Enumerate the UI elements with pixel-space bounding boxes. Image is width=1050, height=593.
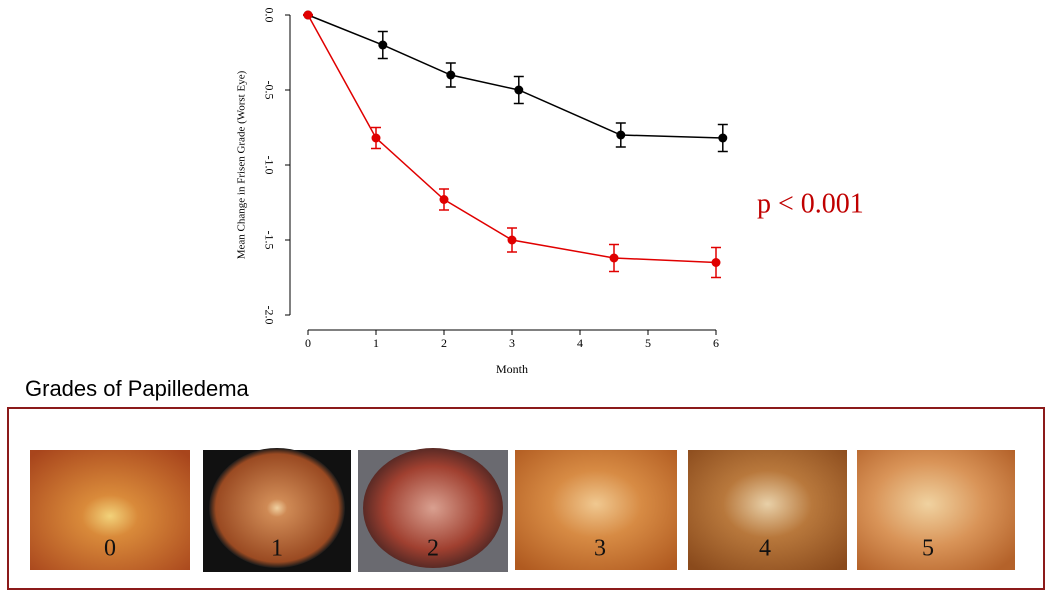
x-tick-label: 6 [713,336,719,350]
x-tick-label: 0 [305,336,311,350]
grade-label: 3 [594,536,606,562]
y-tick-label: -2.0 [262,306,276,325]
series-line [307,14,717,264]
fundus-image [363,448,503,568]
series-line [307,14,723,139]
data-point [718,133,728,143]
grade-label: 1 [271,536,283,562]
plot: 0.0 -0.5 -1.0 -1.5 -2.0 0 1 2 3 4 5 6 Month Mean Chan… [236,8,864,376]
grade-label: 0 [104,536,116,562]
grade-label: 2 [427,536,439,562]
data-point [303,10,313,20]
x-tick-label: 4 [577,336,583,350]
data-point [711,258,721,267]
y-tick-label: -1.5 [262,231,276,250]
data-point [439,195,449,204]
panel-title: Grades of Papilledema [25,376,250,401]
data-point [514,85,524,95]
y-tick-label: -1.0 [262,156,276,175]
x-tick-label: 5 [645,336,651,350]
x-tick-label: 2 [441,336,447,350]
fundus-image [209,448,345,568]
fundus-image [515,450,677,570]
data-point [507,235,517,245]
y-tick-label: -0.5 [262,81,276,100]
y-tick-label: 0.0 [262,8,276,23]
data-point [609,253,619,263]
grade-label: 4 [759,536,771,562]
data-point [616,130,626,140]
annotation: p < 0.001 [757,188,864,219]
fundus-image [30,450,190,570]
x-axis-label: Month [496,362,528,376]
x-tick-label: 3 [509,336,515,350]
grade-labels: 0 1 2 3 4 5 [104,536,934,562]
panel-frame [7,407,1045,590]
x-tick-label: 1 [373,336,379,350]
grade-label: 5 [922,536,934,562]
fundus-image [688,450,847,570]
data-point [378,40,388,50]
data-point [371,133,381,143]
fundus-image [857,450,1015,570]
y-axis-label: Mean Change in Frisen Grade (Worst Eye) [236,70,248,259]
data-point [446,70,456,80]
